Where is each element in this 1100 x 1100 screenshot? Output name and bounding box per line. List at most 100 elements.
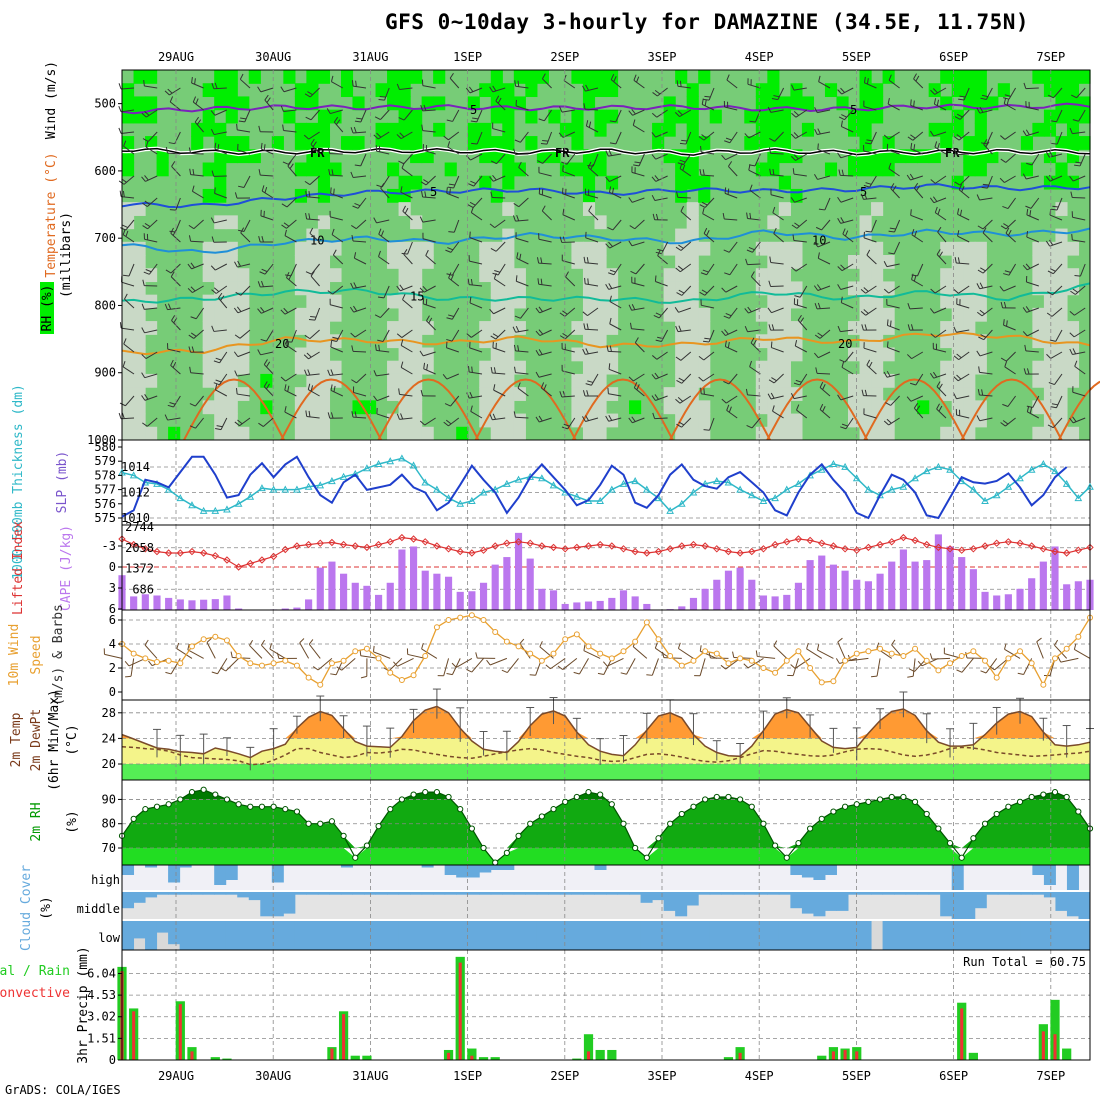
wind-barb-flag [1000, 301, 1004, 308]
wind-barb-flag [261, 185, 265, 192]
wind-barb [681, 285, 692, 296]
wind-barb-flag [840, 120, 843, 127]
rh-cell [525, 83, 538, 98]
wind-barb-flag [542, 139, 549, 142]
wind-barb-flag [723, 315, 730, 319]
wind-barb-flag [1003, 97, 1010, 100]
wind-barb-flag [1051, 403, 1058, 406]
thickness-point [164, 485, 173, 493]
wind-barb-flag [965, 652, 968, 659]
wind-barb-flag [541, 73, 546, 80]
wind-barb-flag [863, 309, 869, 314]
rh-cell [306, 255, 319, 269]
rh-cell [871, 321, 884, 335]
rh-cell [398, 175, 411, 190]
rh-cell [1055, 255, 1068, 269]
wind-barb [863, 237, 877, 243]
cloud-cover-bar [456, 892, 469, 895]
wind-barb [961, 658, 974, 673]
wind-barb-flag [167, 404, 174, 408]
rh-cell [237, 294, 250, 309]
rh-cell [951, 255, 964, 269]
rh-point [585, 789, 592, 796]
rh-cell [594, 149, 607, 164]
wind-barb-flag [956, 134, 962, 139]
wind-barb-flag [724, 340, 727, 347]
wind-barb [841, 87, 854, 95]
wind-barb-flag [215, 427, 222, 431]
wind-barb [192, 101, 204, 111]
wind-barb [1031, 153, 1040, 166]
wind-barb [380, 109, 390, 120]
rh-cell [871, 400, 884, 415]
rh-cell [1066, 175, 1080, 190]
wind-barb-flag [142, 422, 148, 427]
wind-barb [145, 351, 158, 360]
cloud-cover-bar [444, 865, 457, 875]
wind-speed-point [818, 679, 825, 686]
rh-cell [214, 122, 227, 137]
wind-barb [1026, 214, 1039, 221]
wind-barb-flag [210, 110, 216, 116]
wind-barb-flag [562, 333, 568, 338]
thickness-point [922, 467, 931, 475]
wind-barb [237, 351, 251, 358]
rh-cell [145, 70, 158, 84]
wind-barb-flag [396, 333, 403, 338]
rh-cell [686, 426, 699, 441]
wind-barb-flag [513, 344, 516, 351]
wind-barb [376, 349, 390, 353]
wind-barb-flag [148, 660, 153, 666]
wind-speed-point [772, 669, 779, 676]
rh-cell [571, 347, 584, 362]
isotherm-warm [1057, 380, 1100, 441]
wind-barb-flag [307, 91, 313, 96]
rh-cell [767, 96, 780, 111]
rh-cell [778, 334, 791, 349]
wind-barb-flag [703, 340, 710, 343]
cloud-cover-bar [813, 892, 826, 917]
cloud-cover-bar [513, 921, 526, 950]
lifted-index-point [269, 552, 278, 561]
wind-barb-flag [959, 95, 966, 98]
rh-cell [329, 162, 342, 177]
wind-barb [489, 657, 508, 666]
thickness-tick-label: 579 [94, 454, 116, 468]
wind-barb [1003, 285, 1016, 292]
lifted-index-point [724, 547, 733, 556]
wind-barb-flag [839, 359, 846, 363]
wind-barb-flag [906, 174, 911, 181]
wind-barb [956, 262, 970, 265]
wind-barb [957, 373, 970, 382]
wind-barb-flag [814, 173, 818, 180]
wind-barb-flag [490, 366, 493, 374]
rh-cell [594, 294, 607, 309]
wind-barb-flag [280, 309, 286, 315]
wind-barb [840, 285, 854, 291]
wind-barb-flag [189, 403, 196, 407]
date-label-top: 31AUG [352, 50, 388, 64]
wind-barb-flag [1003, 223, 1009, 228]
wind-barb [352, 350, 367, 353]
wind-barb-flag [977, 269, 984, 274]
rh-cell [582, 426, 596, 441]
wind-barb-flag [517, 382, 521, 389]
wind-barb-flag [211, 236, 215, 243]
wind-barb [817, 175, 831, 180]
wind-barb-flag [982, 183, 989, 186]
lifted-index-point [211, 552, 220, 560]
wind-barb-flag [651, 112, 658, 118]
wind-barb [123, 175, 135, 185]
rh-cell [790, 241, 803, 256]
wind-barb [982, 232, 993, 243]
rh-area-mask [122, 780, 1090, 848]
wind-barb-flag [266, 361, 271, 368]
wind-barb [911, 279, 924, 287]
wind-barb [1007, 197, 1017, 209]
wind-barb [725, 329, 738, 336]
wind-barb-flag [447, 247, 454, 251]
wind-barb [239, 417, 251, 427]
wind-barb-flag [1000, 158, 1007, 163]
wind-barb-flag [309, 227, 314, 234]
